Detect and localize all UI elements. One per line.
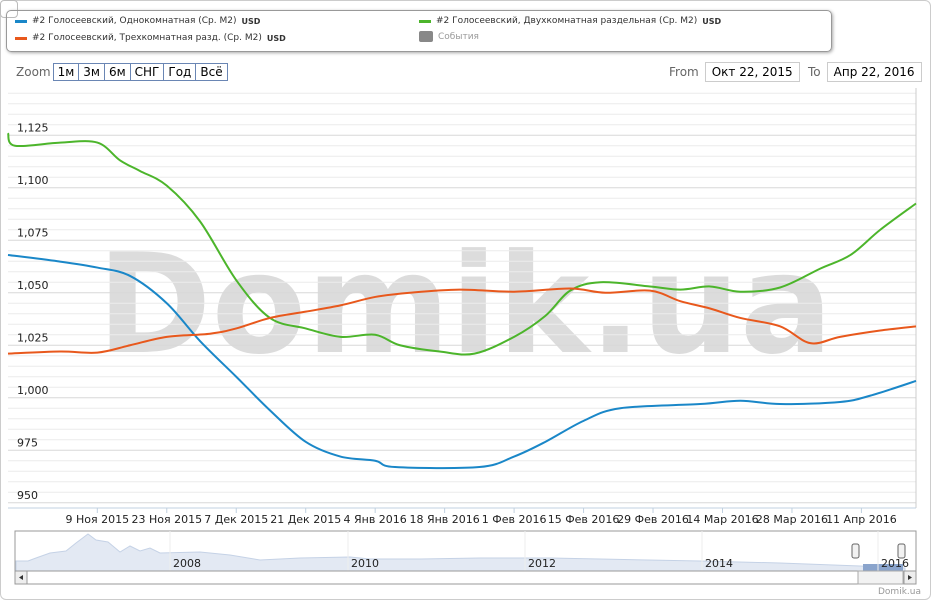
navigator-label: 2008 [173, 557, 201, 570]
y-tick-label: 1,075 [17, 226, 49, 239]
series-line-двухкомнатная [7, 132, 917, 356]
x-tick-label: 29 Фев 2016 [617, 513, 689, 526]
legend-label: #2 Голосеевский, Трехкомнатная разд. (Ср… [32, 33, 262, 43]
range-to: To Апр 22, 2016 [808, 62, 922, 82]
legend-item-1room[interactable]: #2 Голосеевский, Однокомнатная (Ср. М2) U… [15, 16, 260, 26]
legend-unit: USD [266, 33, 286, 43]
navigator-selection [863, 564, 903, 571]
x-tick-label: 28 Мар 2016 [756, 513, 828, 526]
scrollbar-thumb[interactable] [857, 570, 904, 585]
zoom-6m-button[interactable]: 6м [103, 63, 131, 81]
navigator-label: 2012 [528, 557, 556, 570]
to-label: To [808, 65, 821, 79]
navigator-label: 2014 [705, 557, 733, 570]
legend-item-events[interactable]: События [419, 31, 479, 42]
legend-label: События [438, 31, 479, 42]
to-date-input[interactable]: Апр 22, 2016 [826, 62, 922, 82]
y-tick-label: 1,025 [17, 331, 49, 344]
arrow-right-icon [908, 575, 912, 580]
series-line-трехкомнатная [7, 287, 917, 355]
legend-swatch [419, 19, 431, 23]
x-tick-label: 23 Ноя 2015 [131, 513, 202, 526]
y-tick-label: 1,125 [17, 121, 49, 134]
x-tick-label: 14 Мар 2016 [686, 513, 758, 526]
x-tick-label: 18 Янв 2016 [409, 513, 479, 526]
legend-swatch [15, 36, 27, 40]
arrow-left-icon [19, 575, 23, 580]
x-tick-label: 21 Дек 2015 [270, 513, 341, 526]
navigator-label: 2016 [881, 557, 909, 570]
x-tick-label: 11 Апр 2016 [826, 513, 897, 526]
credit-link[interactable]: Domik.ua [878, 587, 921, 597]
zoom-selector: Zoom 1м 3м 6м СНГ Год Всё [16, 63, 228, 81]
scrollbar[interactable] [14, 570, 917, 585]
y-tick-label: 975 [17, 436, 38, 449]
range-from: From Окт 22, 2015 [669, 62, 800, 82]
legend-label: #2 Голосеевский, Двухкомнатная раздельна… [436, 16, 698, 26]
x-tick-label: 1 Фев 2016 [482, 513, 547, 526]
legend-label: #2 Голосеевский, Однокомнатная (Ср. М2) [32, 16, 237, 26]
zoom-3m-button[interactable]: 3м [78, 63, 105, 81]
zoom-1y-button[interactable]: Год [163, 63, 197, 81]
from-date-input[interactable]: Окт 22, 2015 [704, 62, 800, 82]
x-tick-label: 4 Янв 2016 [344, 513, 407, 526]
x-tick-label: 15 Фев 2016 [548, 513, 620, 526]
legend-swatch [15, 19, 27, 23]
navigator-handle-left[interactable] [851, 543, 860, 559]
zoom-ytd-button[interactable]: СНГ [129, 63, 165, 81]
zoom-label: Zoom [16, 65, 51, 79]
y-tick-label: 950 [17, 489, 38, 502]
watermark: Domik.ua [97, 224, 833, 385]
x-tick-label: 9 Ноя 2015 [66, 513, 130, 526]
zoom-all-button[interactable]: Всё [195, 63, 228, 81]
legend-unit: USD [702, 16, 722, 26]
legend-unit: USD [241, 16, 261, 26]
legend: #2 Голосеевский, Однокомнатная (Ср. М2) U… [6, 10, 832, 52]
legend-item-3room[interactable]: #2 Голосеевский, Трехкомнатная разд. (Ср… [15, 33, 286, 43]
navigator-series [15, 533, 906, 572]
series-line-однокомнатная [7, 253, 917, 470]
legend-item-2room[interactable]: #2 Голосеевский, Двухкомнатная раздельна… [419, 16, 721, 26]
y-tick-label: 1,000 [17, 384, 49, 397]
y-tick-label: 1,050 [17, 279, 49, 292]
legend-swatch [419, 31, 433, 42]
navigator-handle-right[interactable] [897, 543, 906, 559]
context-menu-button[interactable] [0, 0, 18, 18]
y-tick-label: 1,100 [17, 174, 49, 187]
navigator-label: 2010 [351, 557, 379, 570]
x-tick-label: 7 Дек 2015 [204, 513, 268, 526]
from-label: From [669, 65, 699, 79]
zoom-1m-button[interactable]: 1м [52, 63, 80, 81]
